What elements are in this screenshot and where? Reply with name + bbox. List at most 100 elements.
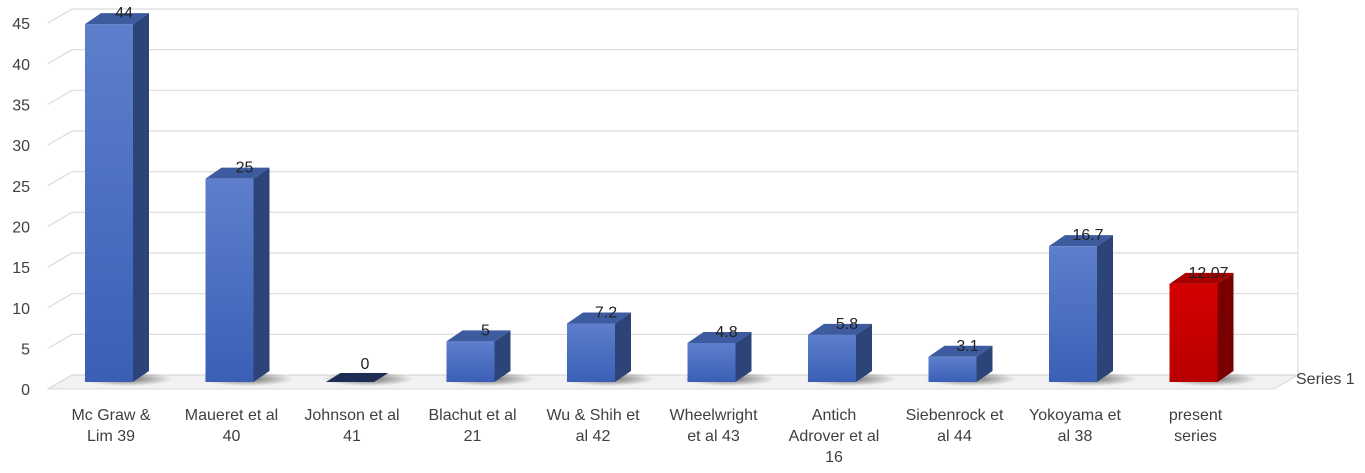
bar-5 <box>687 331 752 382</box>
data-label: 16.7 <box>1072 227 1103 244</box>
category-label: Mc Graw & Lim 39 <box>71 407 150 445</box>
bar-side <box>253 167 270 382</box>
gridline-side <box>47 293 73 309</box>
gridline-side <box>47 211 73 227</box>
category-label-line: Siebenrock et <box>906 407 1004 424</box>
category-label: Wheelwright et al 43 <box>669 407 758 445</box>
y-tick-label: 35 <box>12 98 30 115</box>
category-label: Siebenrock et al 44 <box>906 407 1004 445</box>
category-label-line: et al 43 <box>687 428 740 445</box>
category-label-line: 40 <box>223 428 241 445</box>
bar-top <box>205 167 270 179</box>
data-label: 5 <box>481 322 490 339</box>
category-label-line: Maueret et al <box>185 407 278 424</box>
legend-series-label: Series 1 <box>1296 371 1355 388</box>
bar-side <box>735 331 752 382</box>
bar-front <box>687 342 736 382</box>
bar-top <box>1049 235 1113 247</box>
category-label: Johnson et al 41 <box>304 407 399 445</box>
bar-top <box>928 345 993 357</box>
category-label: Antich Adrover et al 16 <box>789 407 880 466</box>
bar-front <box>205 178 254 382</box>
data-label: 5.8 <box>836 316 858 333</box>
bar-9 <box>1169 272 1234 382</box>
category-label-line: Adrover et al <box>789 428 880 445</box>
category-label-line: Wheelwright <box>669 407 758 424</box>
bar-8 <box>1049 235 1113 382</box>
category-label: Maueret et al 40 <box>185 407 278 445</box>
category-label-line: present <box>1169 407 1223 424</box>
data-label: 0 <box>361 356 370 373</box>
data-label: 44 <box>115 5 133 22</box>
bar-side <box>615 312 631 382</box>
bar-side <box>133 13 149 383</box>
category-label: Wu & Shih et al 42 <box>546 407 640 445</box>
data-label: 12.07 <box>1188 265 1228 282</box>
bar-front <box>1049 246 1097 382</box>
category-label-line: 16 <box>825 449 843 466</box>
y-tick-label: 0 <box>21 382 30 399</box>
category-label-line: Johnson et al <box>304 407 399 424</box>
bar-3 <box>446 330 511 382</box>
category-label-line: 21 <box>464 428 482 445</box>
y-tick-label: 15 <box>12 260 30 277</box>
category-label-line: Yokoyama et <box>1029 407 1121 424</box>
bar-front <box>85 24 133 383</box>
data-label: 7.2 <box>595 304 617 321</box>
gridline-side <box>47 49 73 65</box>
y-tick-label: 45 <box>12 16 30 33</box>
bar-4 <box>567 312 631 382</box>
bar-side <box>1097 235 1113 382</box>
category-label-line: 41 <box>343 428 361 445</box>
y-tick-label: 5 <box>21 342 30 359</box>
bar-2 <box>326 373 389 382</box>
data-label: 3.1 <box>956 338 978 355</box>
y-tick-label: 10 <box>12 301 30 318</box>
bar-front <box>928 356 977 382</box>
data-label: 4.8 <box>715 324 737 341</box>
category-label-line: series <box>1174 428 1217 445</box>
category-label: Blachut et al 21 <box>428 407 516 445</box>
category-label: Yokoyama et al 38 <box>1029 407 1121 445</box>
bar-front <box>808 334 856 382</box>
bar-side <box>1217 272 1234 382</box>
bar-top <box>1169 272 1234 284</box>
bar-top <box>326 373 389 382</box>
category-label-line: Mc Graw & <box>71 407 150 424</box>
y-tick-label: 30 <box>12 138 30 155</box>
bar-6 <box>808 323 872 382</box>
bar-top <box>687 331 752 343</box>
y-tick-label: 25 <box>12 179 30 196</box>
data-label: 25 <box>236 160 254 177</box>
gridline-side <box>47 374 73 390</box>
gridline-side <box>47 130 73 146</box>
gridline-side <box>47 171 73 187</box>
bar-top <box>85 13 149 25</box>
bar-1 <box>205 167 270 382</box>
category-label-line: al 42 <box>576 428 611 445</box>
bar-front <box>1169 283 1218 382</box>
bar-top <box>446 330 511 342</box>
gridline-side <box>47 89 73 105</box>
category-label: present series <box>1169 407 1223 445</box>
bar-front <box>446 341 495 382</box>
category-label-line: Lim 39 <box>87 428 135 445</box>
category-label-line: Wu & Shih et <box>546 407 640 424</box>
bar-top <box>567 312 631 324</box>
category-label-line: al 44 <box>937 428 972 445</box>
y-tick-label: 20 <box>12 220 30 237</box>
bar-side <box>976 345 993 382</box>
bar-side <box>494 330 511 382</box>
bar-side <box>856 323 872 382</box>
bar-0 <box>85 13 149 383</box>
bar-front <box>567 323 615 382</box>
gridline-side <box>47 333 73 349</box>
bar-top <box>808 323 872 335</box>
y-tick-label: 40 <box>12 57 30 74</box>
category-label-line: Blachut et al <box>428 407 516 424</box>
gridline-side <box>47 252 73 268</box>
category-label-line: al 38 <box>1058 428 1093 445</box>
gridline-side <box>47 8 73 24</box>
